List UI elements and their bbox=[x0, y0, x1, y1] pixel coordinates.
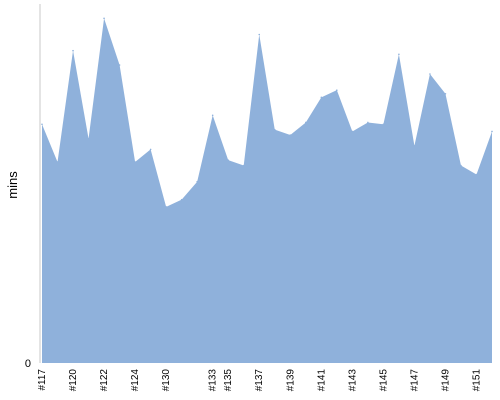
data-point bbox=[56, 161, 59, 163]
x-tick-label: #147 bbox=[409, 369, 420, 392]
data-point bbox=[165, 206, 167, 208]
x-tick-label: #120 bbox=[68, 369, 79, 392]
x-tick-label: #139 bbox=[285, 369, 296, 392]
x-axis-tick-labels: #117 #120 #122 #124 #130 #133 #135 #137 #139 #141… bbox=[37, 369, 482, 392]
x-tick-label: #145 bbox=[378, 369, 389, 392]
x-tick-label: #151 bbox=[471, 369, 482, 392]
data-point bbox=[72, 49, 74, 52]
y-tick-label-zero: 0 bbox=[25, 358, 31, 370]
area-series bbox=[42, 18, 492, 364]
data-point bbox=[227, 159, 230, 161]
x-tick-label: #135 bbox=[223, 369, 234, 392]
data-point bbox=[413, 145, 416, 147]
x-tick-label: #122 bbox=[99, 369, 110, 392]
x-tick-label: #130 bbox=[161, 369, 172, 392]
x-tick-label: #149 bbox=[440, 369, 451, 392]
plot-area bbox=[41, 17, 493, 364]
x-tick-label: #137 bbox=[254, 369, 265, 392]
data-point bbox=[475, 173, 478, 176]
data-point bbox=[273, 128, 276, 131]
data-point bbox=[242, 164, 245, 167]
data-point bbox=[444, 92, 447, 95]
data-point bbox=[180, 198, 183, 201]
data-point bbox=[304, 121, 307, 124]
data-point bbox=[87, 137, 90, 140]
data-point bbox=[134, 161, 136, 163]
data-point bbox=[336, 89, 338, 91]
data-point bbox=[258, 33, 261, 36]
data-point bbox=[211, 114, 214, 117]
data-point bbox=[351, 130, 354, 133]
data-point bbox=[320, 96, 323, 99]
data-point bbox=[289, 134, 292, 136]
x-tick-label: #117 bbox=[37, 369, 48, 391]
x-tick-label: #124 bbox=[130, 369, 141, 392]
data-point bbox=[429, 73, 431, 75]
data-point bbox=[41, 123, 43, 126]
data-point bbox=[118, 64, 121, 66]
data-point bbox=[398, 53, 400, 56]
data-point bbox=[367, 121, 369, 124]
x-tick-label: #141 bbox=[316, 369, 327, 392]
x-tick-label: #143 bbox=[347, 369, 358, 392]
y-axis-label: mins bbox=[5, 171, 20, 199]
data-point bbox=[103, 17, 105, 20]
data-point bbox=[382, 123, 385, 126]
data-point bbox=[460, 164, 462, 167]
x-tick-label: #133 bbox=[208, 369, 219, 392]
data-point bbox=[491, 130, 493, 133]
data-point bbox=[149, 148, 152, 151]
data-point bbox=[196, 180, 198, 183]
